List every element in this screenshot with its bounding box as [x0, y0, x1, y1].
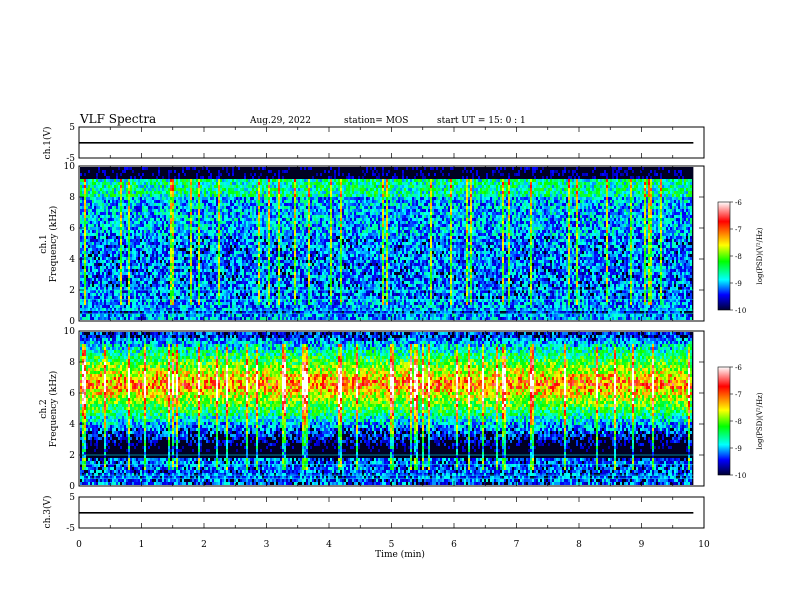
y-tick-label: 0 — [69, 317, 75, 327]
colorbar-tick-label: -7 — [735, 226, 742, 234]
colorbar — [718, 367, 730, 475]
colorbar-tick-label: -10 — [735, 307, 746, 315]
start-time-label: start UT = 15: 0 : 1 — [437, 116, 526, 126]
ch1-spectrogram — [80, 166, 704, 321]
x-tick-label: 1 — [139, 540, 145, 550]
colorbar-label: log(PSD)(V²/Hz) — [756, 392, 764, 449]
y-tick-label: 8 — [69, 358, 75, 368]
x-tick-label: 3 — [264, 540, 270, 550]
y-tick-label: 6 — [69, 389, 75, 399]
x-tick-label: 9 — [639, 540, 645, 550]
x-tick-label: 10 — [698, 540, 710, 550]
x-tick-label: 4 — [326, 540, 332, 550]
x-tick-label: 0 — [76, 540, 82, 550]
colorbar-tick-label: -9 — [735, 280, 742, 288]
x-axis-label: Time (min) — [375, 549, 425, 560]
x-tick-label: 7 — [514, 540, 520, 550]
colorbar-tick-label: -8 — [735, 418, 742, 426]
vlf-figure: VLF Spectra Aug.29, 2022 station= MOS st… — [0, 0, 792, 612]
colorbar-label: log(PSD)(V²/Hz) — [756, 227, 764, 284]
y-tick-label: -5 — [66, 524, 75, 534]
y-tick-label: 6 — [69, 224, 75, 234]
colorbar-tick-label: -8 — [735, 253, 742, 261]
ch3-waveform-ylabel: ch.3(V) — [42, 496, 53, 529]
y-tick-label: 2 — [69, 286, 75, 296]
colorbar — [718, 202, 730, 310]
x-tick-label: 2 — [201, 540, 207, 550]
y-tick-label: 5 — [69, 123, 75, 133]
x-tick-label: 8 — [576, 540, 582, 550]
colorbar-tick-label: -6 — [735, 199, 742, 207]
y-tick-label: 4 — [69, 420, 75, 430]
y-tick-label: 8 — [69, 193, 75, 203]
ch2-spectrogram-ylabel: ch.2 Frequency (kHz) — [39, 371, 59, 448]
y-tick-label: 4 — [69, 255, 75, 265]
date-label: Aug.29, 2022 — [249, 116, 311, 126]
x-tick-label: 5 — [389, 540, 395, 550]
colorbar-tick-label: -7 — [735, 391, 742, 399]
colorbar-tick-label: -10 — [735, 472, 746, 480]
y-tick-label: 2 — [69, 451, 75, 461]
y-tick-label: 5 — [69, 493, 75, 503]
x-tick-label: 6 — [451, 540, 457, 550]
ch1-spectrogram-ylabel: ch.1 Frequency (kHz) — [39, 206, 59, 283]
ch1-waveform-ylabel: ch.1(V) — [42, 127, 53, 160]
ch2-spectrogram — [80, 331, 704, 486]
colorbars: -6 -7 -8 -9 -10 log(PSD)(V²/Hz) -6 -7 -8 -9 -10 log… — [718, 199, 764, 480]
station-label: station= MOS — [344, 116, 408, 126]
colorbar-tick-label: -9 — [735, 445, 742, 453]
chart-title: VLF Spectra — [79, 112, 156, 126]
y-tick-label: 0 — [69, 482, 75, 492]
y-tick-label: -5 — [66, 154, 75, 164]
colorbar-tick-label: -6 — [735, 364, 742, 372]
y-tick-label: 10 — [64, 327, 76, 337]
